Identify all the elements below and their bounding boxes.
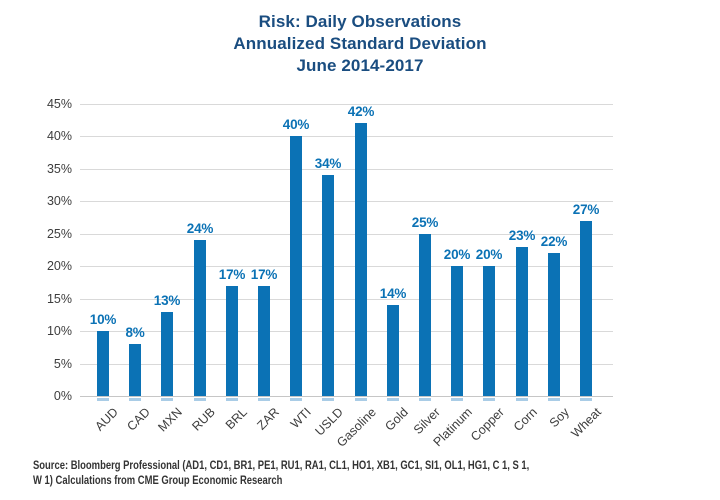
source-note: Source: Bloomberg Professional (AD1, CD1… bbox=[33, 459, 529, 489]
y-axis-tick-label: 10% bbox=[46, 324, 72, 338]
y-axis-tick-label: 15% bbox=[46, 292, 72, 306]
bar bbox=[226, 286, 238, 396]
y-axis-tick-label: 35% bbox=[46, 162, 72, 176]
bar bbox=[387, 305, 399, 396]
source-note-line-2: W 1) Calculations from CME Group Economi… bbox=[33, 475, 283, 487]
bar-value-label: 20% bbox=[475, 247, 503, 262]
bar bbox=[483, 266, 495, 396]
bar-value-label: 17% bbox=[218, 267, 246, 282]
bar-base-stub bbox=[580, 398, 592, 401]
y-axis-tick-label: 20% bbox=[46, 259, 72, 273]
bar-value-label: 23% bbox=[508, 228, 536, 243]
bar-base-stub bbox=[161, 398, 173, 401]
bar-value-label: 14% bbox=[379, 286, 407, 301]
gridline bbox=[80, 136, 613, 137]
bar bbox=[194, 240, 206, 396]
bar-value-label: 40% bbox=[282, 117, 310, 132]
chart-title-line-3: June 2014-2017 bbox=[296, 56, 424, 75]
bar-base-stub bbox=[322, 398, 334, 401]
bar-base-stub bbox=[516, 398, 528, 401]
y-axis-tick-label: 0% bbox=[53, 389, 72, 403]
bar bbox=[129, 344, 141, 396]
bar-value-label: 25% bbox=[411, 215, 439, 230]
bar bbox=[97, 331, 109, 396]
y-axis-tick-label: 30% bbox=[46, 194, 72, 208]
bar-value-label: 34% bbox=[314, 156, 342, 171]
bar bbox=[548, 253, 560, 396]
bar-base-stub bbox=[387, 398, 399, 401]
y-axis-tick-label: 45% bbox=[46, 97, 72, 111]
bar-base-stub bbox=[129, 398, 141, 401]
chart-title: Risk: Daily Observations Annualized Stan… bbox=[0, 11, 720, 77]
gridline bbox=[80, 201, 613, 202]
gridline bbox=[80, 104, 613, 105]
bar-base-stub bbox=[548, 398, 560, 401]
bar-base-stub bbox=[451, 398, 463, 401]
bar-value-label: 42% bbox=[347, 104, 375, 119]
bar bbox=[322, 175, 334, 396]
gridline bbox=[80, 169, 613, 170]
bar-value-label: 10% bbox=[89, 312, 117, 327]
bar-value-label: 8% bbox=[125, 325, 145, 340]
bar bbox=[161, 312, 173, 396]
bar-base-stub bbox=[483, 398, 495, 401]
chart-title-line-1: Risk: Daily Observations bbox=[258, 12, 462, 31]
gridline bbox=[80, 396, 613, 397]
bar-value-label: 20% bbox=[443, 247, 471, 262]
bar bbox=[355, 123, 367, 396]
gridline bbox=[80, 299, 613, 300]
gridline bbox=[80, 266, 613, 267]
bar-base-stub bbox=[419, 398, 431, 401]
bar-value-label: 24% bbox=[186, 221, 214, 236]
bar bbox=[419, 234, 431, 396]
bar bbox=[451, 266, 463, 396]
y-axis-tick-label: 25% bbox=[46, 227, 72, 241]
bar bbox=[516, 247, 528, 396]
gridline bbox=[80, 331, 613, 332]
bar-value-label: 13% bbox=[153, 293, 181, 308]
bar-value-label: 22% bbox=[540, 234, 568, 249]
bar-value-label: 27% bbox=[572, 202, 600, 217]
bar-base-stub bbox=[194, 398, 206, 401]
source-note-line-1: Source: Bloomberg Professional (AD1, CD1… bbox=[33, 460, 530, 472]
bar-base-stub bbox=[258, 398, 270, 401]
bar bbox=[290, 136, 302, 396]
bar-value-label: 17% bbox=[250, 267, 278, 282]
bar bbox=[580, 221, 592, 396]
bar-base-stub bbox=[355, 398, 367, 401]
bar-base-stub bbox=[290, 398, 302, 401]
bar bbox=[258, 286, 270, 396]
gridline bbox=[80, 234, 613, 235]
gridline bbox=[80, 364, 613, 365]
bar-base-stub bbox=[226, 398, 238, 401]
bar-base-stub bbox=[97, 398, 109, 401]
chart-title-line-2: Annualized Standard Deviation bbox=[233, 34, 487, 53]
y-axis-tick-label: 40% bbox=[46, 129, 72, 143]
y-axis-tick-label: 5% bbox=[53, 357, 72, 371]
